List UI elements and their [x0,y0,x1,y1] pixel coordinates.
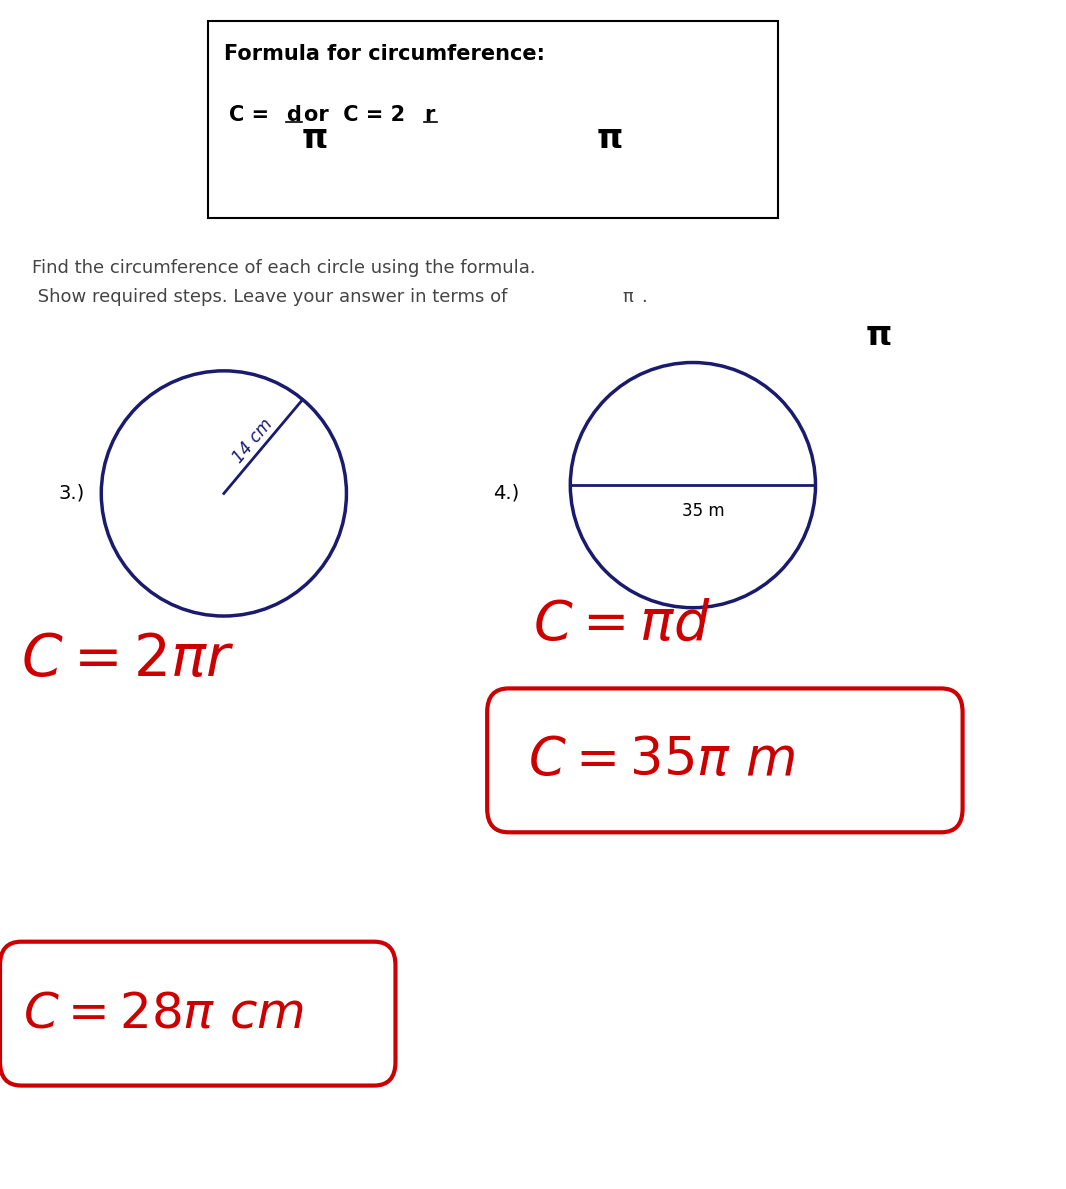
Text: Find the circumference of each circle using the formula.: Find the circumference of each circle us… [32,259,535,277]
Text: 35 m: 35 m [682,502,725,521]
Text: 4.): 4.) [494,484,520,503]
Text: π: π [623,288,633,306]
FancyBboxPatch shape [0,942,395,1086]
Text: $C = 35\pi\ m$: $C = 35\pi\ m$ [528,736,795,786]
Text: π: π [302,122,328,156]
Text: $C = 2\pi r$: $C = 2\pi r$ [21,631,235,688]
Text: .: . [641,288,646,306]
FancyBboxPatch shape [208,21,778,218]
Text: r: r [424,105,435,125]
Text: π: π [866,319,892,352]
Text: or  C = 2: or C = 2 [304,105,405,125]
Text: C =: C = [229,105,270,125]
Text: $C = 28\pi\ cm$: $C = 28\pi\ cm$ [23,989,305,1039]
Text: Show required steps. Leave your answer in terms of: Show required steps. Leave your answer i… [32,288,507,306]
FancyBboxPatch shape [487,688,963,832]
Text: $C = \pi d$: $C = \pi d$ [533,597,711,652]
Text: π: π [597,122,624,156]
Text: Formula for circumference:: Formula for circumference: [224,44,545,64]
Text: d: d [286,105,301,125]
Text: 3.): 3.) [59,484,85,503]
Text: 14 cm: 14 cm [229,415,276,466]
